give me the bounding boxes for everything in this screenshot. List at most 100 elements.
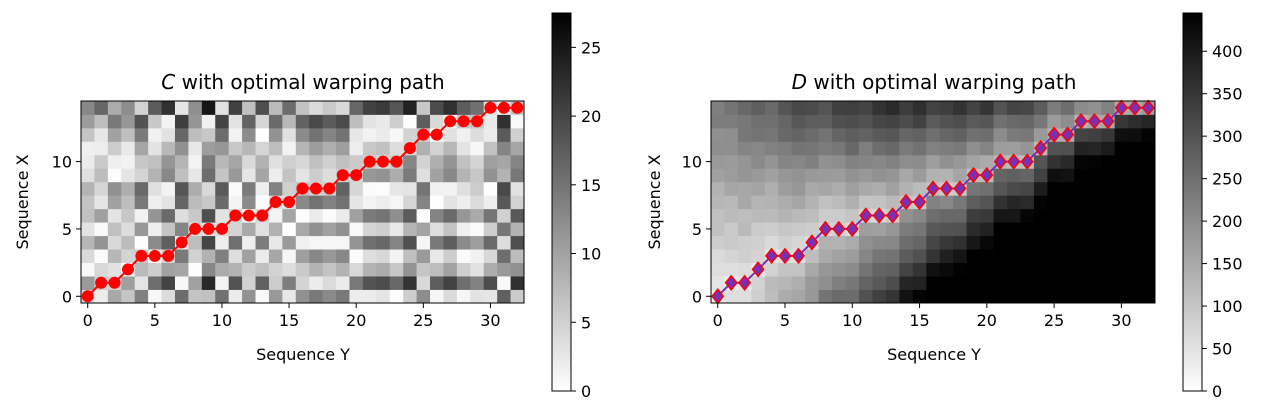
heatmap-cell [107,181,122,196]
heatmap-cell [845,289,860,304]
heatmap-cell [1074,235,1089,250]
heatmap-cell [134,101,149,115]
colorbar-tick-label: 200 [1212,212,1243,231]
heatmap-cell [993,168,1008,183]
heatmap-cell [349,141,364,156]
heatmap-cell [94,127,109,142]
heatmap-cell [872,276,887,290]
heatmap-cell [926,289,941,304]
heatmap-cell [1128,276,1142,290]
heatmap-cell [1020,127,1035,142]
heatmap-cell [724,222,739,237]
heatmap-cell [456,181,471,196]
heatmap-cell [443,127,458,142]
heatmap-cell [805,181,820,196]
heatmap-cell [1007,276,1021,290]
heatmap-cell [953,141,968,156]
heatmap-cell [1033,127,1048,142]
warping-path-point [390,155,403,168]
c-x-ticks: 0 5 10 15 20 25 30 [83,303,501,330]
warping-path-point [1087,112,1102,130]
heatmap-cell [818,249,833,263]
heatmap-cell [228,168,243,183]
heatmap-cell [1020,141,1035,156]
heatmap-cell [885,181,900,196]
warping-path-point [430,128,443,141]
heatmap-cell [309,101,324,115]
warping-path-point [175,236,188,249]
heatmap-cell [161,114,176,129]
heatmap-cell [872,235,887,250]
d-y-axis-label: Sequence X [645,154,664,249]
heatmap-cell [295,114,310,129]
heatmap-cell [215,181,230,196]
heatmap-cell [403,276,418,290]
heatmap-cell [376,262,391,277]
heatmap-cell [268,249,283,263]
heatmap-cell [1047,168,1062,183]
heatmap-cell [456,235,471,250]
heatmap-cell [134,181,149,196]
heatmap-cell [242,114,256,129]
heatmap-cell [953,127,968,142]
warping-path-point [162,249,175,262]
heatmap-cell [161,235,176,250]
heatmap-cell [764,127,779,142]
heatmap-cell [1033,289,1048,304]
heatmap-cell [1141,276,1156,290]
heatmap-cell [737,235,752,250]
heatmap-cell [1060,195,1075,210]
heatmap-cell [403,289,418,304]
heatmap-cell [832,168,846,183]
heatmap-cell [1128,127,1142,142]
warping-path-point [215,222,228,235]
heatmap-cell [510,141,525,156]
heatmap-cell [295,101,310,115]
heatmap-cell [443,222,458,237]
heatmap-cell [121,208,136,223]
heatmap-cell [885,101,900,115]
heatmap-cell [926,249,941,263]
heatmap-cell [1101,262,1116,277]
heatmap-cell [510,235,525,250]
d-warping-path [711,99,1155,305]
heatmap-cell [832,181,846,196]
heatmap-cell [966,181,981,196]
heatmap-cell [121,141,136,156]
heatmap-cell [94,262,109,277]
heatmap-cell [764,195,779,210]
heatmap-cell [872,249,887,263]
heatmap-cell [121,101,136,115]
heatmap-cell [845,101,860,115]
heatmap-cell [148,154,162,169]
heatmap-cell [872,114,887,129]
heatmap-cell [255,289,270,304]
heatmap-cell [818,154,833,169]
heatmap-cell [215,208,230,223]
heatmap-cell [416,276,431,290]
heatmap-cell [791,276,806,290]
x-tick-label: 0 [83,311,93,330]
heatmap-cell [188,127,203,142]
heatmap-cell [1141,289,1156,304]
heatmap-cell [322,168,337,183]
heatmap-cell [859,195,873,210]
heatmap-cell [497,127,511,142]
heatmap-cell [268,208,283,223]
heatmap-cell [443,208,458,223]
heatmap-cell [818,208,833,223]
heatmap-cell [832,235,846,250]
heatmap-cell [94,249,109,263]
heatmap-cell [470,276,485,290]
heatmap-cell [791,235,806,250]
heatmap-cell [711,222,725,237]
heatmap-cell [295,208,310,223]
heatmap-cell [322,195,337,210]
heatmap-cell [134,127,149,142]
heatmap-cell [416,141,431,156]
heatmap-cell [483,154,498,169]
heatmap-cell [845,195,860,210]
heatmap-cell [1087,154,1102,169]
heatmap-cell [711,168,725,183]
heatmap-cell [483,141,498,156]
